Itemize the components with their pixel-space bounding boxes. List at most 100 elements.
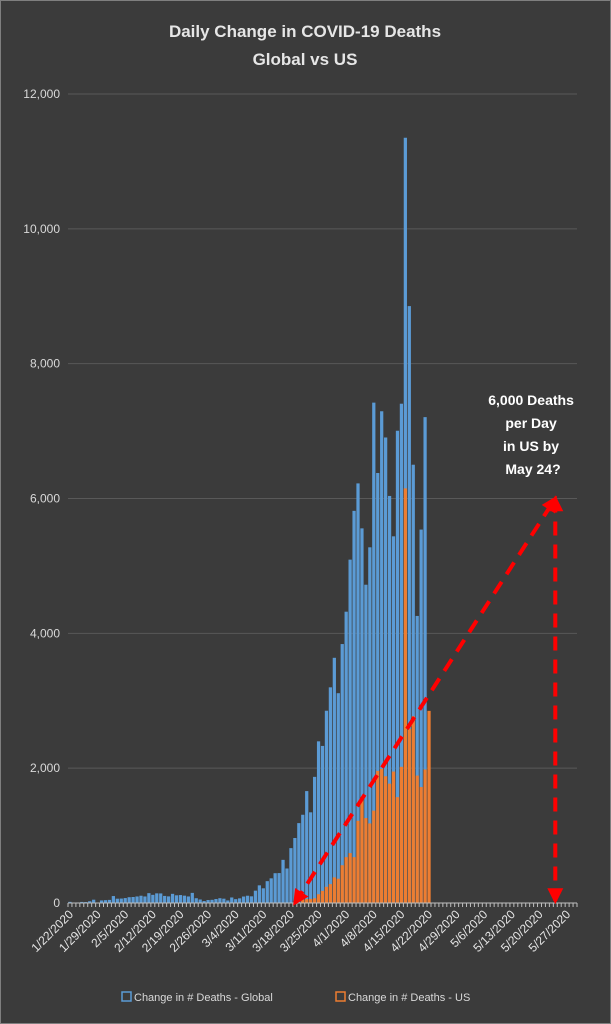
- bar-global: [281, 859, 285, 903]
- bar-global: [174, 895, 179, 903]
- bar-global: [163, 895, 167, 903]
- bar-global: [80, 901, 84, 903]
- bar-us: [368, 823, 372, 903]
- bar-us: [372, 810, 376, 903]
- y-tick-label: 6,000: [30, 492, 60, 506]
- bar-us: [419, 787, 423, 903]
- y-tick-label: 2,000: [30, 761, 60, 775]
- bar-us: [399, 766, 404, 903]
- annotation-line-1: 6,000 Deaths: [488, 392, 574, 408]
- bar-global: [182, 895, 187, 903]
- bar-global: [305, 791, 309, 903]
- legend: Change in # Deaths - Global Change in # …: [121, 991, 470, 1004]
- annotation-line-4: May 24?: [505, 461, 560, 477]
- y-tick-label: 10,000: [23, 222, 60, 236]
- bar-global: [127, 897, 131, 903]
- bar-global: [328, 687, 333, 903]
- bar-global: [190, 892, 194, 903]
- bar-us: [352, 857, 356, 903]
- bar-global: [159, 893, 163, 903]
- bar-global: [241, 896, 246, 903]
- bar-global: [332, 657, 336, 903]
- bar-us: [312, 898, 317, 903]
- chart-title: Daily Change in COVID-19 Deaths: [169, 22, 441, 41]
- bar-global: [170, 893, 175, 903]
- y-tick-label: 12,000: [23, 87, 60, 101]
- bar-global: [234, 899, 238, 903]
- trend-arrow: [293, 495, 558, 906]
- bar-us: [309, 898, 313, 903]
- y-tick-label: 4,000: [30, 626, 60, 640]
- bar-global: [316, 741, 321, 903]
- bar-us: [356, 820, 360, 903]
- bar-global: [68, 901, 72, 903]
- bar-global: [269, 878, 273, 903]
- bar-us: [364, 818, 368, 903]
- bar-us: [324, 886, 329, 903]
- bar-global: [107, 899, 112, 903]
- bar-global: [230, 897, 234, 903]
- bar-global: [198, 899, 202, 903]
- bar-global: [111, 896, 115, 903]
- bar-us: [360, 797, 364, 903]
- bar-global: [277, 873, 281, 903]
- chart-subtitle: Global vs US: [253, 50, 358, 69]
- legend-label-us: Change in # Deaths - US: [348, 992, 470, 1004]
- legend-label-global: Change in # Deaths - Global: [134, 992, 273, 1004]
- bar-global: [92, 899, 96, 903]
- bar-global: [289, 848, 293, 903]
- bar-global: [257, 885, 261, 903]
- bar-us: [305, 899, 309, 903]
- bar-us: [328, 884, 333, 903]
- bar-global: [218, 898, 222, 903]
- bar-global: [178, 895, 183, 903]
- bar-us: [320, 890, 325, 903]
- bar-us: [427, 710, 431, 903]
- bar-global: [99, 900, 104, 903]
- bar-global: [265, 881, 269, 903]
- legend-swatch-us: [335, 991, 346, 1002]
- bar-global: [115, 898, 119, 903]
- bar-global: [135, 896, 139, 903]
- bar-global: [293, 838, 297, 903]
- y-axis-ticks: 0 2,000 4,000 6,000 8,000 10,000 12,000: [23, 87, 60, 910]
- bar-global: [194, 898, 198, 903]
- bar-us: [344, 857, 348, 903]
- annotation-line-2: per Day: [505, 415, 557, 431]
- bar-global: [103, 900, 108, 903]
- bar-global: [166, 896, 171, 903]
- bar-global: [214, 899, 218, 903]
- bar-global: [226, 900, 230, 903]
- bar-us: [380, 768, 384, 903]
- bar-global: [340, 644, 344, 903]
- annotation-text: 6,000 Deaths per Day in US by May 24?: [488, 392, 578, 477]
- bar-global: [324, 710, 329, 903]
- bar-us: [348, 853, 352, 903]
- bar-global: [202, 901, 206, 903]
- bar-us: [340, 865, 344, 903]
- bar-global: [143, 896, 147, 903]
- y-tick-label: 8,000: [30, 357, 60, 371]
- bar-us: [387, 783, 392, 903]
- bar-global: [336, 693, 340, 903]
- bar-global: [285, 868, 289, 903]
- bar-us: [336, 878, 340, 903]
- bar-us: [423, 769, 427, 903]
- bar-global: [253, 890, 258, 903]
- bar-global: [147, 893, 151, 903]
- bar-global: [155, 893, 159, 903]
- bar-global: [261, 888, 265, 903]
- bar-us: [332, 877, 336, 903]
- bar-us: [403, 488, 407, 903]
- bar-us: [395, 797, 400, 903]
- bar-global: [210, 899, 214, 903]
- bar-global: [249, 896, 254, 903]
- y-tick-label: 0: [53, 896, 60, 910]
- bar-global: [139, 895, 143, 903]
- bar-global: [245, 895, 250, 903]
- bar-global: [123, 898, 127, 903]
- bar-global: [273, 873, 277, 903]
- bar-global: [151, 894, 155, 903]
- bar-us: [407, 729, 411, 903]
